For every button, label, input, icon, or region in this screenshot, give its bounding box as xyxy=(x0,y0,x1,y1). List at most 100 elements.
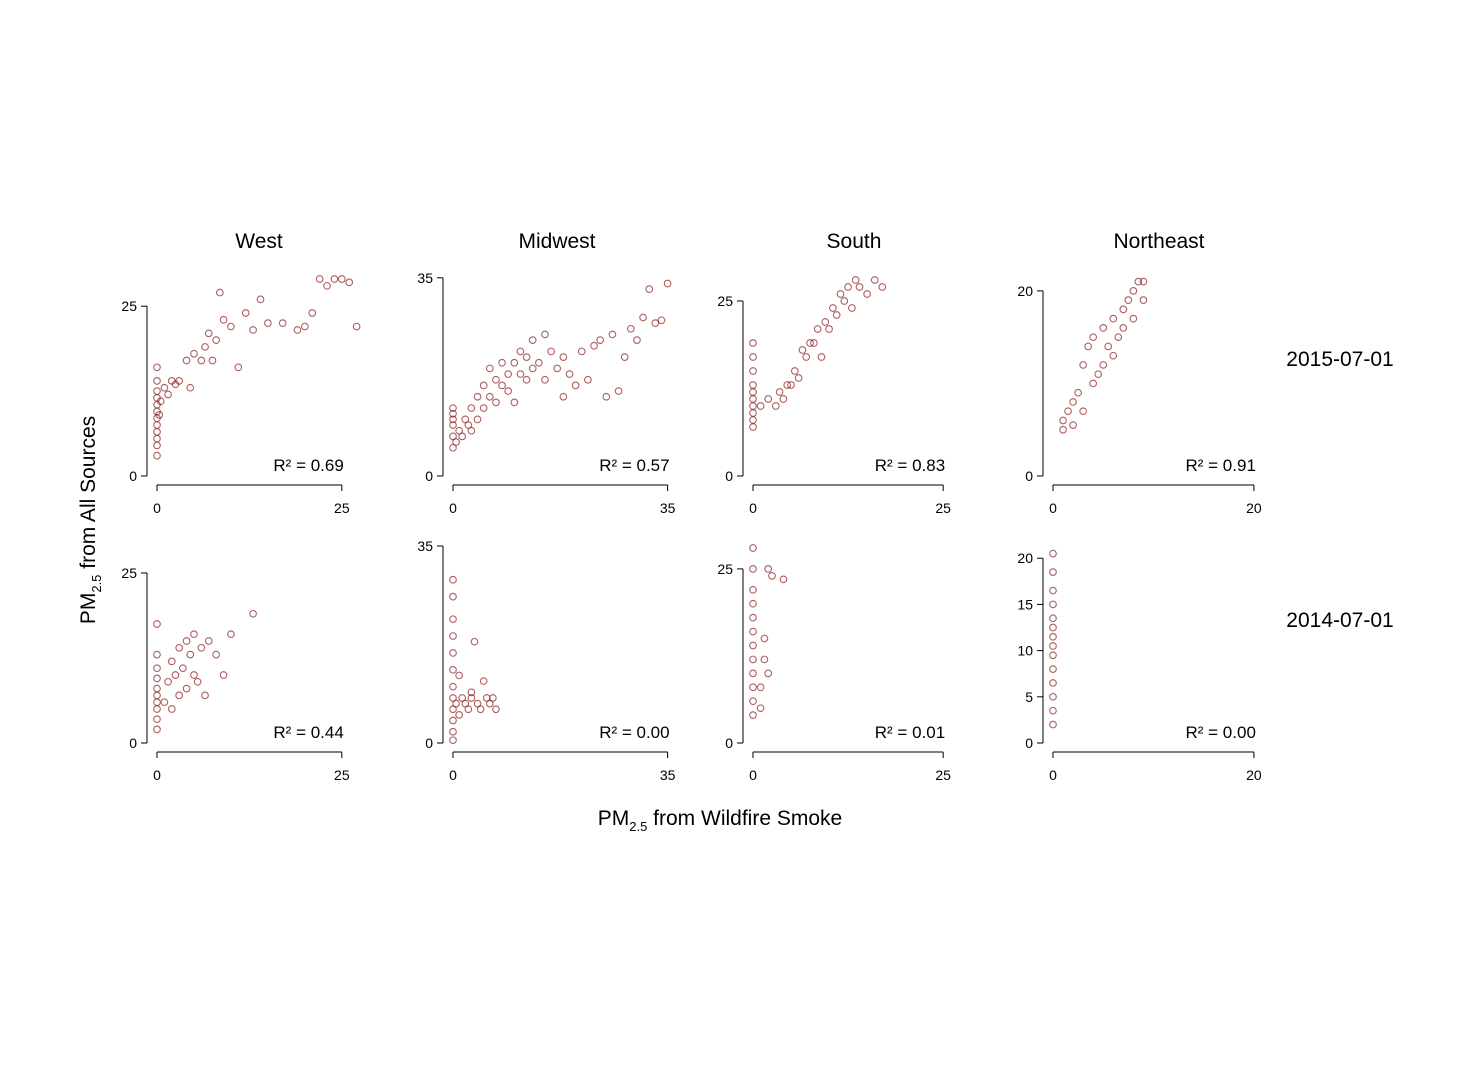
point xyxy=(1079,361,1087,369)
point xyxy=(1099,324,1108,332)
point xyxy=(1049,614,1057,623)
y-tick-label: 25 xyxy=(717,561,733,577)
point xyxy=(153,691,161,700)
column-title: South xyxy=(827,230,882,253)
point xyxy=(315,275,324,283)
point xyxy=(559,353,568,361)
point xyxy=(749,544,757,552)
point xyxy=(1049,568,1057,576)
point xyxy=(1084,342,1093,351)
point xyxy=(547,347,555,356)
y-tick-label: 10 xyxy=(1017,643,1033,659)
label-subscript: 2.5 xyxy=(89,575,104,593)
point xyxy=(1139,277,1148,286)
point xyxy=(256,295,265,304)
point xyxy=(452,438,460,446)
point xyxy=(153,451,161,460)
point xyxy=(219,671,228,679)
point xyxy=(541,375,549,384)
point xyxy=(749,402,757,410)
point xyxy=(234,363,243,372)
point xyxy=(1049,720,1057,729)
point xyxy=(749,585,757,594)
point xyxy=(160,383,169,392)
point xyxy=(1049,632,1057,641)
point xyxy=(1109,351,1118,360)
point xyxy=(212,336,220,344)
point xyxy=(504,370,513,378)
point xyxy=(449,421,457,429)
point xyxy=(204,329,213,338)
point xyxy=(208,356,217,365)
point xyxy=(541,330,549,339)
point xyxy=(455,671,463,680)
y-tick-label: 0 xyxy=(1025,735,1033,751)
point xyxy=(212,650,220,659)
point xyxy=(197,643,206,652)
point xyxy=(783,381,792,389)
point xyxy=(449,682,457,691)
point xyxy=(645,285,654,294)
point xyxy=(863,290,871,298)
point xyxy=(1059,425,1067,434)
point xyxy=(249,609,257,618)
annotation: R² = 0.91 xyxy=(1186,456,1256,475)
point xyxy=(825,325,833,333)
point xyxy=(345,278,354,287)
point xyxy=(1049,679,1057,687)
point xyxy=(190,671,198,679)
point xyxy=(749,381,757,389)
point xyxy=(153,664,161,673)
point xyxy=(1119,324,1128,332)
point xyxy=(749,711,757,719)
point xyxy=(337,275,346,283)
point xyxy=(190,630,198,639)
point xyxy=(153,674,161,683)
point xyxy=(449,716,457,725)
point xyxy=(227,630,235,639)
x-tick-label: 0 xyxy=(153,767,161,783)
point xyxy=(201,691,209,700)
point xyxy=(1049,706,1057,715)
point xyxy=(153,421,161,429)
point xyxy=(608,330,617,339)
point xyxy=(596,336,605,344)
point xyxy=(1119,305,1128,314)
point xyxy=(153,684,161,693)
point xyxy=(516,347,525,356)
point xyxy=(1064,407,1072,416)
point xyxy=(479,677,488,685)
y-tick-label: 25 xyxy=(121,565,137,581)
x-tick-label: 25 xyxy=(334,767,350,783)
point xyxy=(153,705,161,713)
point xyxy=(756,704,765,713)
point xyxy=(810,339,818,347)
point xyxy=(449,615,457,624)
point xyxy=(182,356,191,365)
point xyxy=(844,283,852,291)
point xyxy=(832,311,841,319)
point xyxy=(492,375,500,384)
point xyxy=(764,395,773,403)
point xyxy=(749,353,757,361)
point xyxy=(498,381,506,390)
point xyxy=(215,288,224,297)
point xyxy=(153,441,161,450)
point xyxy=(186,383,195,392)
point xyxy=(817,353,826,361)
column-title: West xyxy=(235,230,283,253)
label-part: PM xyxy=(77,593,100,625)
point xyxy=(492,705,500,714)
point xyxy=(1094,370,1103,379)
annotation: R² = 0.44 xyxy=(273,723,343,742)
point xyxy=(1114,333,1123,342)
x-tick-label: 0 xyxy=(749,500,757,516)
point xyxy=(620,353,629,361)
point xyxy=(201,343,209,351)
point xyxy=(775,388,784,396)
point xyxy=(534,358,543,367)
y-tick-label: 20 xyxy=(1017,283,1033,299)
point xyxy=(153,620,161,628)
point xyxy=(449,665,457,674)
point xyxy=(186,650,195,659)
